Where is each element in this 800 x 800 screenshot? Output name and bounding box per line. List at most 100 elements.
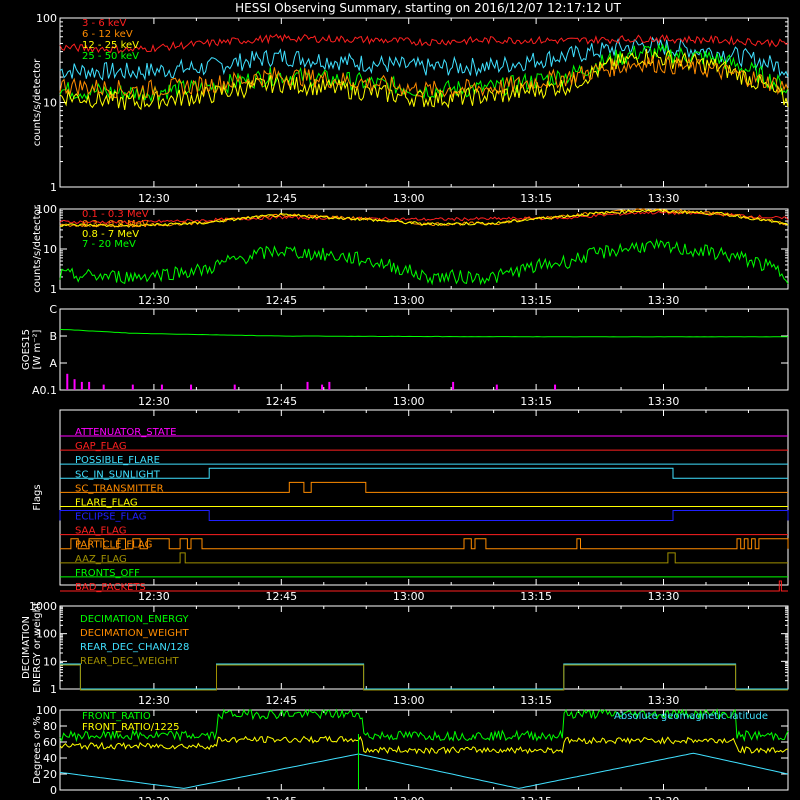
- ratio-y-tick-label: 40: [43, 752, 57, 765]
- goes-series-0-line: [59, 328, 789, 338]
- decimation-legend-entry-1: DECIMATION_WEIGHT: [80, 628, 189, 639]
- low-energy-y-tick-label: 10: [43, 97, 57, 110]
- decimation-x-tick-label: 12:30: [138, 694, 170, 707]
- high-energy-series-2-line: [59, 209, 789, 228]
- goes-y-tick-label: C: [49, 303, 57, 316]
- flags-flag-line-11: [60, 580, 788, 592]
- ratio-y-tick-label: 0: [50, 784, 57, 797]
- ratio-x-tick-label: 13:30: [648, 795, 680, 800]
- goes-x-tick-label: 13:15: [520, 395, 552, 408]
- flags-x-tick-label: 13:15: [520, 590, 552, 603]
- high-energy-x-tick-label: 12:30: [138, 294, 170, 307]
- goes-x-tick-label: 12:45: [265, 395, 297, 408]
- ratio-x-tick-label: 13:00: [393, 795, 425, 800]
- ratio-axes: 12:30 12:45 13:00 13:15 13:30 0 20 40 60 80 100Deg…: [32, 704, 789, 800]
- low-energy-x-tick-label: 13:00: [393, 192, 425, 205]
- high-energy-y-tick-label: 100: [36, 203, 57, 216]
- flags-flag-label-3: SC_IN_SUNLIGHT: [75, 469, 161, 480]
- goes-y-tick-label: B: [49, 330, 57, 343]
- high-energy-x-tick-label: 13:15: [520, 294, 552, 307]
- high-energy-y-tick-label: 10: [43, 243, 57, 256]
- ratio-x-tick-label: 13:15: [520, 795, 552, 800]
- low-energy-x-tick-label: 12:45: [265, 192, 297, 205]
- decimation-axes: 12:30 12:45 13:00 13:15 13:30 1 10 100 1000 DECIM…: [21, 600, 789, 707]
- flags-flag-line-8: [60, 538, 789, 550]
- low-energy-legend-entry-3: 25 - 50 keV: [82, 51, 139, 62]
- decimation-x-tick-label: 13:30: [648, 694, 680, 707]
- low-energy-y-label: counts/s/detector: [32, 58, 43, 146]
- decimation-y-tick-label: 10: [43, 655, 57, 668]
- low-energy-x-tick-label: 13:30: [648, 192, 680, 205]
- decimation-y-tick-label: 1: [50, 683, 57, 696]
- decimation-series-3-line: [60, 664, 788, 691]
- flags-flag-label-10: FRONTS_OFF: [75, 568, 140, 579]
- low-energy-legend-entry-2: 12 - 25 keV: [82, 40, 139, 51]
- ratio-y-tick-label: 100: [36, 704, 57, 717]
- high-energy-y-tick-label: 1: [50, 283, 57, 296]
- high-energy-series-3-line: [59, 238, 789, 286]
- flags-x-tick-label: 13:00: [393, 590, 425, 603]
- goes-frame: [59, 308, 789, 391]
- high-energy-legend-entry-3: 7 - 20 MeV: [82, 239, 136, 250]
- low-energy-series-1-line: [59, 54, 789, 99]
- ratio-x-tick-label: 12:45: [265, 795, 297, 800]
- low-energy-x-tick-label: 13:15: [520, 192, 552, 205]
- low-energy-legend-entry-0: 3 - 6 keV: [82, 18, 126, 29]
- decimation-x-tick-label: 13:15: [520, 694, 552, 707]
- flags-flag-label-9: AAZ_FLAG: [75, 554, 127, 565]
- decimation-y-label: DECIMATION: [21, 616, 32, 679]
- ratio-y-tick-label: 20: [43, 768, 57, 781]
- goes-y-label: GOES15: [21, 329, 32, 370]
- low-energy-series-4-line: [59, 36, 789, 81]
- ratio-y-tick-label: 80: [43, 720, 57, 733]
- ratio-right-label: Absolute geomagnetic latitude: [614, 711, 768, 722]
- flags-flag-label-5: FLARE_FLAG: [75, 497, 138, 508]
- flags-flag-label-1: GAP_FLAG: [75, 441, 127, 452]
- ratio-legend-entry-0: FRONT_RATIO: [82, 711, 151, 722]
- goes-axes: 12:30 12:45 13:00 13:15 13:30 A0.1 A B C GOES15 [W…: [21, 303, 789, 408]
- goes-x-tick-label: 13:00: [393, 395, 425, 408]
- ratio-series-0-line: [59, 708, 789, 743]
- ratio-y-tick-label: 60: [43, 736, 57, 749]
- decimation-x-tick-label: 13:00: [393, 694, 425, 707]
- flags-flag-line-6: [59, 510, 789, 522]
- goes-x-tick-label: 12:30: [138, 395, 170, 408]
- ratio-series-1-line: [59, 735, 789, 755]
- ratio-series-2-line: [59, 752, 789, 789]
- flags-x-tick-label: 13:30: [648, 590, 680, 603]
- high-energy-legend-entry-0: 0.1 - 0.3 MeV: [82, 209, 149, 220]
- ratio-legend-entry-1: FRONT_RATIO/1225: [82, 722, 180, 733]
- flags-flag-label-11: BAD_PACKETS: [75, 582, 146, 593]
- flags-flag-line-3: [60, 467, 788, 479]
- flags-flag-label-2: POSSIBLE_FLARE: [75, 455, 160, 466]
- ratio-x-tick-label: 12:30: [138, 795, 170, 800]
- decimation-x-tick-label: 12:45: [265, 694, 297, 707]
- low-energy-y-tick-label: 1: [50, 181, 57, 194]
- low-energy-legend-entry-1: 6 - 12 keV: [82, 29, 133, 40]
- decimation-legend-entry-0: DECIMATION_ENERGY: [80, 614, 189, 625]
- ratio-y-label: Degrees or %: [32, 716, 43, 784]
- flags-x-tick-label: 12:45: [265, 590, 297, 603]
- flags-frame: [59, 409, 789, 586]
- decimation-series-2-line: [60, 663, 788, 690]
- goes-y-label: [W m⁻²]: [32, 329, 43, 369]
- decimation-y-tick-label: 100: [36, 628, 57, 641]
- low-energy-axes: 12:30 12:45 13:00 13:15 13:30 1 10 100 counts/s/…: [32, 12, 789, 205]
- ratio-frame: [59, 709, 789, 791]
- low-energy-x-tick-label: 12:30: [138, 192, 170, 205]
- flags-flag-label-7: SAA_FLAG: [75, 526, 126, 537]
- high-energy-axes: 12:30 12:45 13:00 13:15 13:30 1 10 100counts/s/…: [32, 203, 789, 307]
- high-energy-legend-entry-1: 0.3 - 0.8 MeV: [82, 219, 149, 230]
- goes-y-tick-label: A: [49, 357, 57, 370]
- flags-flag-label-4: SC_TRANSMITTER: [75, 483, 164, 494]
- decimation-y-label: ENERGY or weight: [32, 602, 43, 693]
- low-energy-y-tick-label: 100: [36, 12, 57, 25]
- decimation-legend-entry-2: REAR_DEC_CHAN/128: [80, 642, 189, 653]
- high-energy-x-tick-label: 13:00: [393, 294, 425, 307]
- flags-y-label: Flags: [32, 484, 43, 510]
- plot-title: HESSI Observing Summary, starting on 201…: [235, 1, 621, 15]
- decimation-legend-entry-3: REAR_DEC_WEIGHT: [80, 656, 179, 667]
- low-energy-series-2-line: [59, 48, 789, 111]
- high-energy-legend-entry-2: 0.8 - 7 MeV: [82, 229, 139, 240]
- decimation-y-tick-label: 1000: [29, 600, 57, 613]
